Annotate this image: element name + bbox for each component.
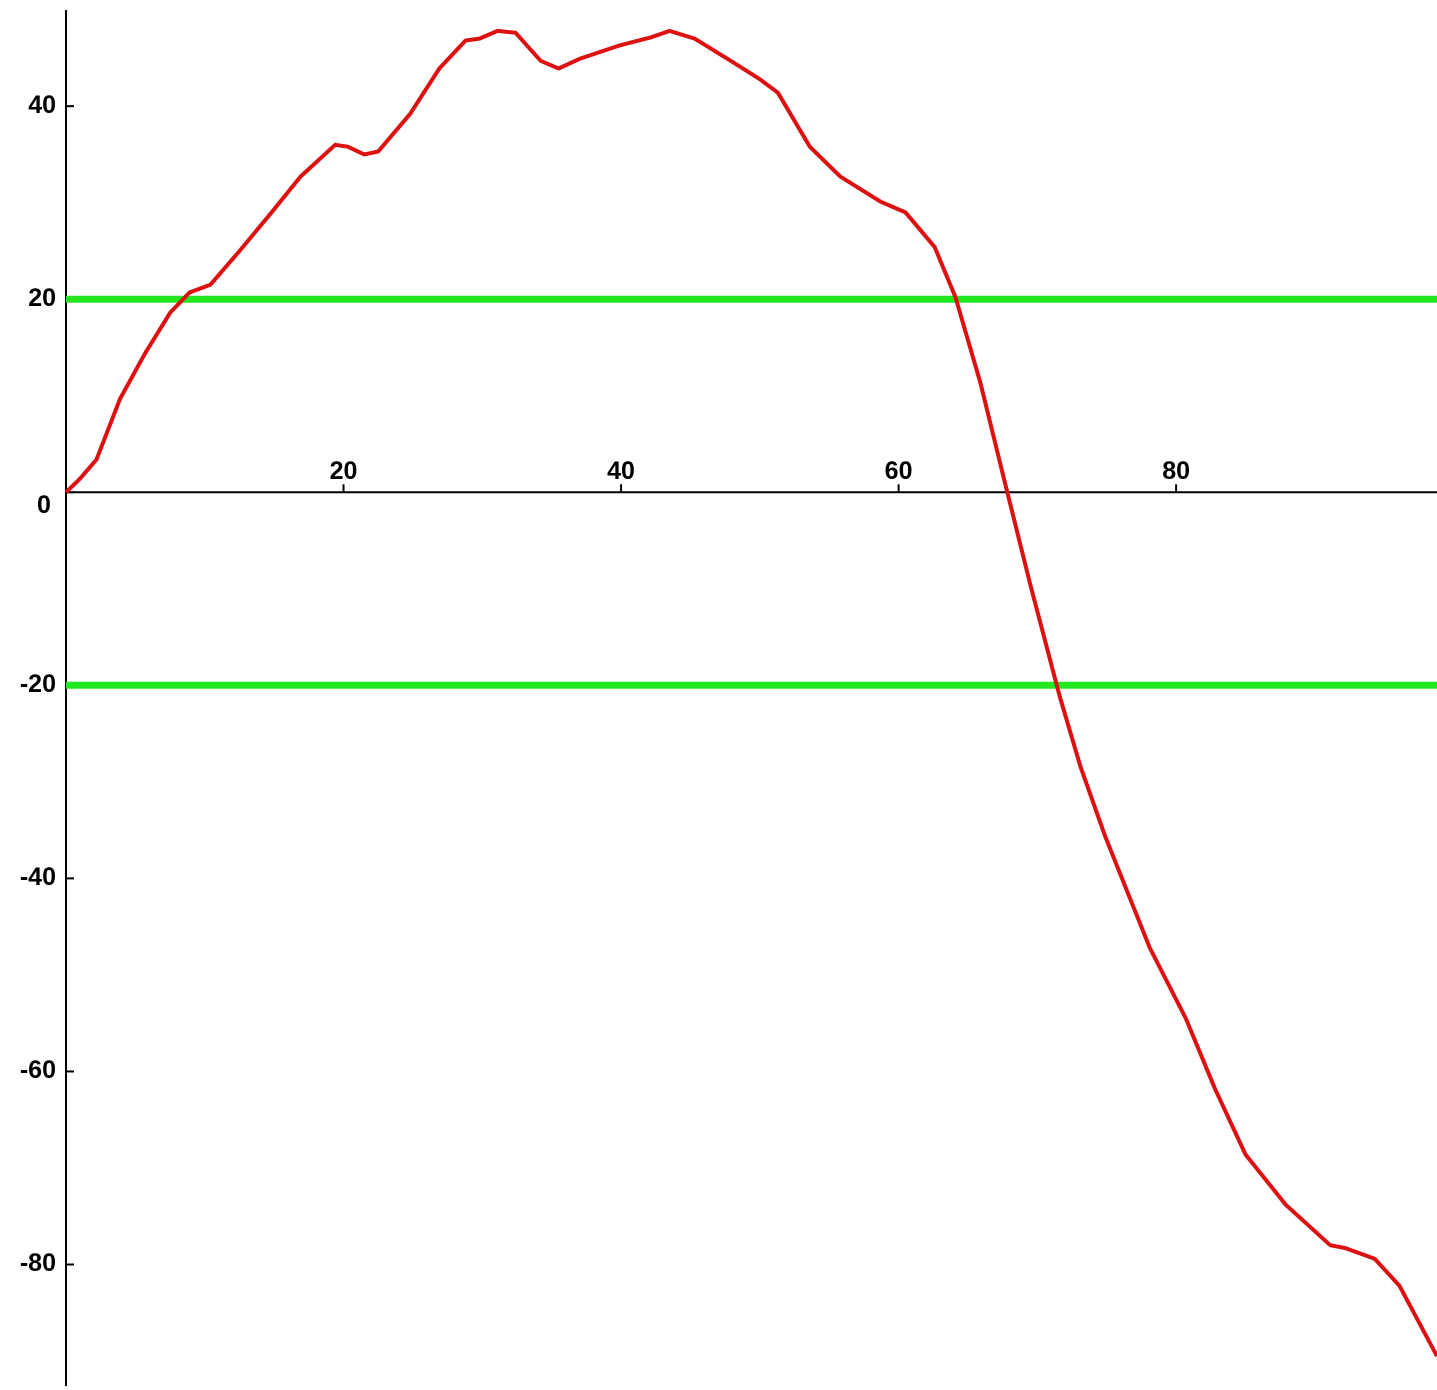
series-line — [64, 28, 1437, 1358]
y-tick-label: -60 — [20, 1056, 56, 1084]
x-tick-label: 60 — [885, 457, 913, 485]
x-tick-label: 20 — [330, 457, 358, 485]
y-tick-label: 20 — [28, 284, 56, 312]
y-tick-label: 40 — [28, 91, 56, 119]
y-tick-label: 0 — [37, 491, 51, 519]
y-tick-label: -80 — [20, 1249, 56, 1277]
x-tick-label: 80 — [1162, 457, 1190, 485]
y-tick-label: -40 — [20, 863, 56, 891]
y-tick-label: -20 — [20, 670, 56, 698]
x-tick-label: 40 — [607, 457, 635, 485]
